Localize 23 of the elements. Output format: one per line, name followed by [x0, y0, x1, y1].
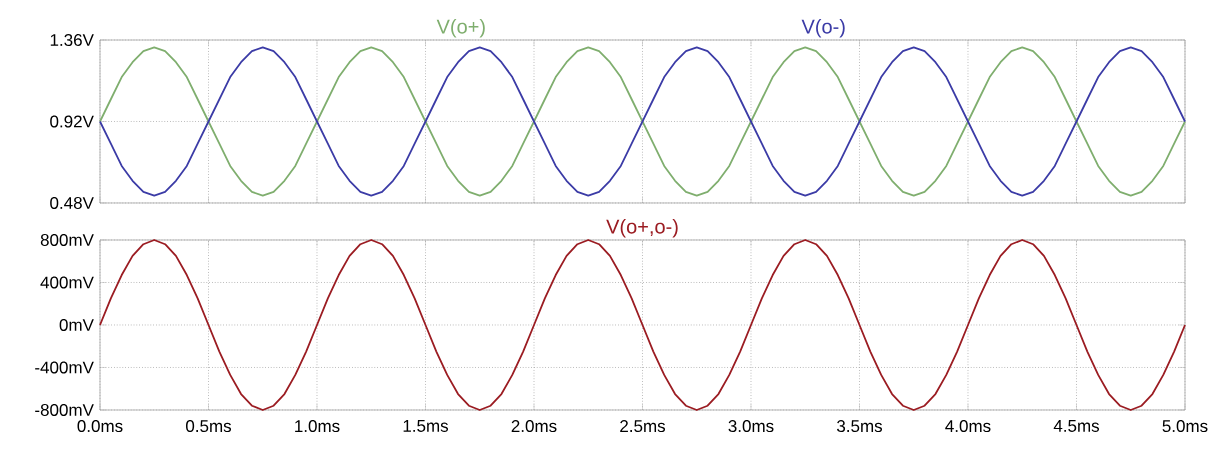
x-tick-label: 0.5ms — [186, 420, 232, 433]
x-tick-label: 2.5ms — [620, 420, 666, 433]
x-tick-label: 4.0ms — [945, 420, 991, 433]
y-tick-label: 0mV — [59, 318, 94, 331]
x-tick-label: 0.0ms — [77, 420, 123, 433]
y-tick-label: 0.92V — [50, 115, 94, 128]
text: V(o-) — [801, 18, 845, 38]
x-tick-label: 3.0ms — [728, 420, 774, 433]
y-tick-label: 400mV — [40, 276, 94, 289]
x-tick-label: 2.0ms — [511, 420, 557, 433]
series-label: V(o+,o-) — [606, 218, 678, 238]
x-tick-label: 5.0ms — [1162, 420, 1208, 433]
y-tick-label: -800mV — [35, 403, 94, 416]
line-series — [99, 239, 1186, 411]
y-tick-label: 1.36V — [50, 34, 94, 47]
x-tick-label: 1.0ms — [295, 420, 340, 433]
x-tick-label: 4.5ms — [1053, 420, 1100, 432]
x-tick-label: 1.5ms — [403, 420, 449, 432]
y-tick-label: 800mV — [40, 233, 94, 246]
x-tick-label: 3.5ms — [837, 420, 883, 433]
y-tick-label: 0.48V — [50, 196, 94, 209]
y-tick-label: -400mV — [35, 361, 94, 374]
text: V(o+) — [436, 18, 485, 38]
